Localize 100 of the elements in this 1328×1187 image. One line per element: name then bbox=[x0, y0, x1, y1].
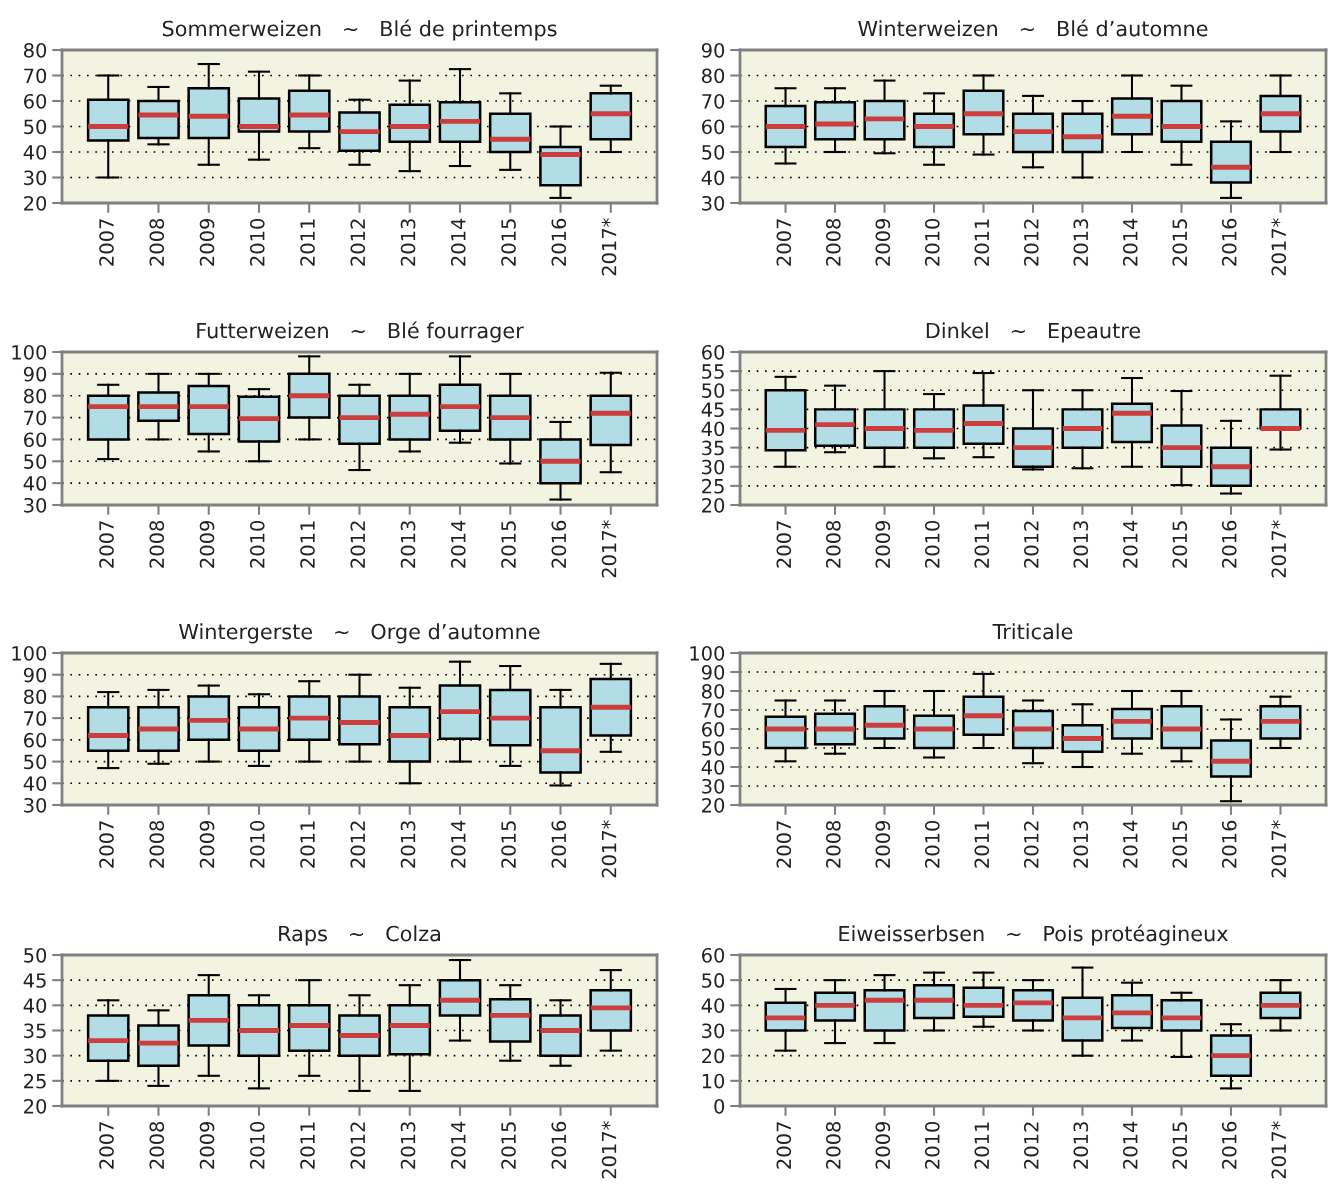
x-tick-label: 2009 bbox=[875, 520, 891, 568]
y-tick-label: 25 bbox=[24, 1073, 46, 1089]
y-tick-label: 30 bbox=[24, 497, 47, 513]
x-tick-label: 2008 bbox=[149, 1121, 165, 1169]
y-tick-label: 20 bbox=[24, 195, 47, 211]
x-tick-label: 2017* bbox=[1271, 1121, 1287, 1179]
x-tick-label: 2017* bbox=[601, 820, 617, 878]
x-tick-label: 2016 bbox=[551, 520, 567, 568]
y-tick-label: 40 bbox=[23, 776, 47, 791]
x-tick-label: 2012 bbox=[1023, 219, 1039, 266]
y-tick-label: 80 bbox=[701, 68, 725, 84]
y-tick-label: 50 bbox=[24, 454, 47, 469]
y-tick-label: 40 bbox=[23, 998, 47, 1013]
y-tick-label: 60 bbox=[702, 119, 725, 135]
y-tick-label: 60 bbox=[24, 732, 47, 748]
x-tick-label: 2010 bbox=[924, 820, 940, 868]
y-tick-label: 40 bbox=[701, 759, 725, 775]
x-tick-label: 2009 bbox=[199, 1121, 215, 1169]
x-tick-label: 2009 bbox=[199, 520, 215, 568]
y-tick-label: 60 bbox=[702, 344, 725, 360]
y-tick-label: 40 bbox=[701, 998, 725, 1013]
chart-title: Dinkel ~ Epeautre bbox=[926, 322, 1141, 343]
x-tick-label: 2011 bbox=[974, 521, 990, 568]
y-tick-label: 90 bbox=[701, 42, 725, 58]
y-tick-label: 70 bbox=[702, 702, 725, 718]
y-tick-label: 20 bbox=[702, 497, 725, 513]
y-tick-label: 20 bbox=[702, 1048, 725, 1064]
x-tick-label: 2010 bbox=[924, 218, 940, 266]
y-tick-label: 30 bbox=[702, 1023, 725, 1039]
y-tick-label: 70 bbox=[24, 711, 47, 726]
y-tick-label: 35 bbox=[24, 1023, 46, 1039]
x-tick-label: 2012 bbox=[1023, 1122, 1039, 1169]
x-tick-label: 2017* bbox=[1271, 820, 1287, 878]
x-tick-label: 2008 bbox=[149, 520, 165, 568]
y-tick-label: 40 bbox=[701, 421, 725, 437]
x-tick-label: 2009 bbox=[875, 820, 891, 868]
x-tick-label: 2015 bbox=[501, 219, 516, 266]
y-tick-label: 60 bbox=[24, 93, 47, 109]
x-tick-label: 2009 bbox=[875, 1121, 891, 1169]
x-tick-label: 2011 bbox=[300, 219, 315, 266]
x-tick-label: 2007 bbox=[99, 521, 114, 568]
y-tick-label: 80 bbox=[23, 42, 47, 58]
x-tick-label: 2016 bbox=[551, 820, 567, 868]
x-tick-label: 2011 bbox=[974, 821, 990, 868]
chart-title: Futterweizen ~ Blé fourrager bbox=[197, 321, 524, 343]
x-tick-label: 2012 bbox=[350, 821, 366, 868]
x-tick-label: 2013 bbox=[1073, 1122, 1089, 1169]
x-tick-label: 2010 bbox=[924, 1121, 940, 1169]
x-tick-label: 2009 bbox=[875, 218, 891, 266]
y-tick-label: 50 bbox=[702, 144, 725, 160]
x-tick-label: 2012 bbox=[350, 219, 366, 266]
chart-title: Sommerweizen ~ Blé de printemps bbox=[162, 19, 557, 41]
x-tick-label: 2014 bbox=[450, 520, 466, 568]
x-tick-label: 2015 bbox=[501, 521, 516, 568]
x-tick-label: 2007 bbox=[776, 521, 792, 568]
x-tick-label: 2007 bbox=[776, 1122, 792, 1169]
x-tick-label: 2012 bbox=[350, 521, 366, 568]
y-tick-label: 40 bbox=[23, 144, 47, 160]
x-tick-label: 2013 bbox=[400, 1122, 416, 1169]
x-tick-label: 2015 bbox=[1172, 219, 1188, 266]
chart-title: Wintergerste ~ Orge d’automne bbox=[179, 623, 540, 644]
x-tick-label: 2016 bbox=[1221, 520, 1237, 568]
x-tick-label: 2016 bbox=[551, 1121, 567, 1169]
x-tick-label: 2013 bbox=[1073, 219, 1089, 266]
y-tick-label: 30 bbox=[24, 797, 47, 813]
y-tick-label: 60 bbox=[702, 947, 725, 963]
x-tick-label: 2008 bbox=[825, 218, 841, 266]
x-tick-label: 2015 bbox=[1172, 521, 1188, 568]
y-tick-label: 70 bbox=[24, 410, 47, 426]
y-tick-label: 35 bbox=[702, 440, 724, 456]
x-tick-label: 2011 bbox=[974, 1122, 990, 1169]
x-tick-label: 2014 bbox=[1122, 820, 1138, 868]
y-tick-label: 40 bbox=[701, 170, 725, 186]
x-tick-label: 2014 bbox=[1122, 520, 1138, 568]
y-tick-label: 50 bbox=[24, 754, 47, 770]
y-tick-label: 50 bbox=[702, 383, 725, 398]
y-tick-label: 45 bbox=[23, 973, 46, 988]
x-tick-label: 2014 bbox=[1122, 1121, 1138, 1169]
y-tick-label: 40 bbox=[23, 476, 47, 491]
y-tick-label: 0 bbox=[714, 1098, 725, 1114]
x-tick-label: 2010 bbox=[249, 520, 265, 568]
x-tick-label: 2017* bbox=[601, 1121, 617, 1179]
y-tick-label: 80 bbox=[23, 388, 47, 404]
x-tick-label: 2015 bbox=[501, 821, 516, 868]
x-tick-label: 2011 bbox=[300, 1122, 315, 1169]
x-tick-label: 2007 bbox=[99, 1122, 114, 1169]
y-tick-label: 30 bbox=[702, 778, 725, 794]
x-tick-label: 2015 bbox=[1172, 1122, 1188, 1169]
x-tick-label: 2016 bbox=[1221, 820, 1237, 868]
x-tick-label: 2012 bbox=[1023, 821, 1039, 868]
y-tick-label: 20 bbox=[702, 797, 725, 813]
y-tick-label: 50 bbox=[702, 740, 725, 756]
x-tick-label: 2010 bbox=[249, 820, 265, 868]
y-tick-label: 30 bbox=[24, 170, 47, 186]
y-tick-label: 30 bbox=[702, 459, 725, 475]
x-tick-label: 2010 bbox=[249, 1121, 265, 1169]
y-tick-label: 20 bbox=[24, 1098, 47, 1114]
y-tick-label: 100 bbox=[12, 645, 47, 661]
x-tick-label: 2008 bbox=[149, 218, 165, 266]
y-tick-label: 90 bbox=[23, 366, 47, 382]
